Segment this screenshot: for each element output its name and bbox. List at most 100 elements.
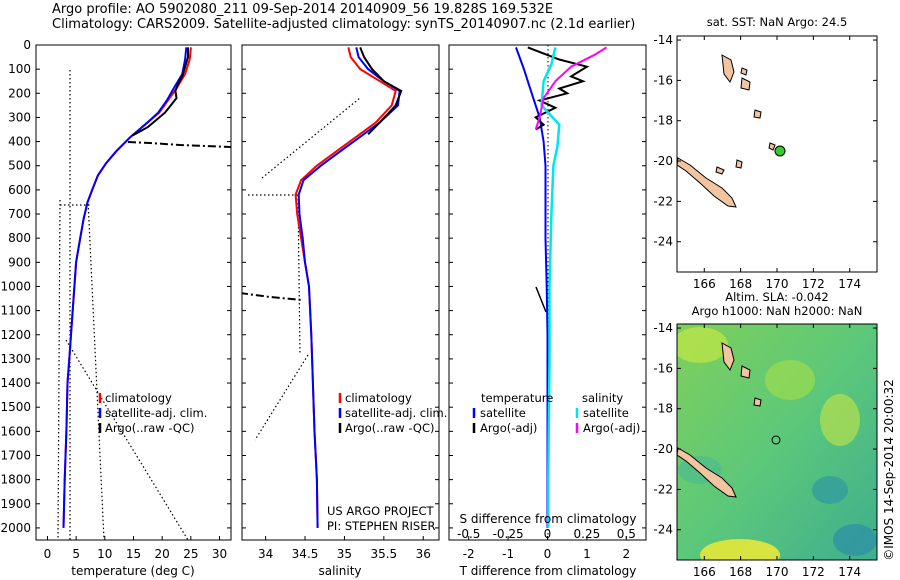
temperature-ref-dotted-2 bbox=[57, 199, 61, 540]
series-line-climatology bbox=[62, 47, 192, 528]
depth-tick-label: 1300 bbox=[0, 352, 31, 366]
header-line-2: Climatology: CARS2009. Satellite-adjuste… bbox=[52, 17, 636, 32]
map-x-tick-label: 174 bbox=[838, 277, 861, 291]
salinity-ref-dotted-1 bbox=[261, 97, 361, 179]
depth-tick-label: 300 bbox=[8, 110, 31, 124]
x-tick-label: -1 bbox=[502, 547, 514, 561]
x-tick-label: 20 bbox=[155, 547, 170, 561]
map-y-tick-label: -22 bbox=[653, 194, 673, 208]
depth-tick-label: 700 bbox=[8, 207, 31, 221]
series-line-salinity-satellite bbox=[540, 47, 561, 528]
difference-top-label: S difference from climatology bbox=[460, 512, 637, 526]
depth-tick-label: 100 bbox=[8, 62, 31, 76]
loyalty-island-2 bbox=[715, 166, 725, 175]
salinity-dashdot-line bbox=[242, 292, 303, 301]
sla-new-caledonia-island bbox=[677, 447, 737, 498]
malakula-island bbox=[740, 77, 751, 91]
salinity-x-label: salinity bbox=[318, 564, 361, 578]
loyalty-island-1 bbox=[735, 159, 743, 169]
espiritu-santo-island bbox=[721, 54, 735, 84]
sla-map-title-2: Argo h1000: NaN h2000: NaN bbox=[692, 304, 863, 318]
pi-annotation: PI: STEPHEN RISER bbox=[327, 519, 436, 533]
sla-blob-3 bbox=[700, 539, 780, 560]
x-tick-label: 35.5 bbox=[370, 547, 397, 561]
legend-label: Argo(-adj) bbox=[480, 421, 537, 435]
series-line-satellite-adj-clim- bbox=[62, 47, 188, 528]
salinity-panel-frame bbox=[241, 44, 440, 541]
salinity-plot bbox=[242, 47, 403, 528]
map-y-tick-label: -14 bbox=[653, 33, 673, 47]
map-x-tick-label: 166 bbox=[693, 565, 716, 579]
series-line-climatology bbox=[294, 47, 397, 528]
argo-position-marker bbox=[774, 145, 786, 157]
series-line-argo-raw-qc- bbox=[131, 47, 189, 137]
depth-tick-label: 1400 bbox=[0, 376, 31, 390]
depth-tick-label: 600 bbox=[8, 183, 31, 197]
x-tick-label: 2 bbox=[622, 547, 630, 561]
map-y-tick-label: -20 bbox=[653, 154, 673, 168]
map-y-tick-label: -24 bbox=[653, 235, 673, 249]
top-tick-label: -0.5 bbox=[457, 527, 480, 541]
sla-heatmap bbox=[677, 324, 877, 560]
sla-blob-5 bbox=[833, 524, 877, 556]
x-tick-label: 34.5 bbox=[292, 547, 319, 561]
legend-label: Argo(..raw -QC) bbox=[345, 421, 435, 435]
ambae-island bbox=[740, 67, 748, 76]
sla-blob-1 bbox=[677, 327, 728, 363]
sla-blob-4 bbox=[812, 476, 848, 504]
depth-tick-label: 800 bbox=[8, 231, 31, 245]
legend-label: Argo(-adj) bbox=[583, 421, 640, 435]
map-x-tick-label: 170 bbox=[766, 565, 789, 579]
difference-deep-segment bbox=[535, 286, 547, 313]
x-tick-label: -2 bbox=[463, 547, 475, 561]
depth-tick-label: 1200 bbox=[0, 328, 31, 342]
depth-tick-label: 1000 bbox=[0, 279, 31, 293]
map-x-tick-label: 170 bbox=[766, 277, 789, 291]
top-tick-label: 0.25 bbox=[574, 527, 601, 541]
depth-tick-label: 500 bbox=[8, 159, 31, 173]
map-y-tick-label: -14 bbox=[653, 321, 673, 335]
x-tick-label: 15 bbox=[126, 547, 141, 561]
sst-map-axes: 166 168 170 172 174 -14 -16 -18 -20 -22 -24 bbox=[653, 33, 877, 291]
imos-timestamp: ©IMOS 14-Sep-2014 20:00:32 bbox=[882, 379, 896, 561]
map-y-tick-label: -24 bbox=[653, 523, 673, 537]
depth-tick-label: 1600 bbox=[0, 424, 31, 438]
x-tick-label: 5 bbox=[72, 547, 80, 561]
sla-map-title-1: Altim. SLA: -0.042 bbox=[725, 290, 829, 304]
depth-axis: 0 100 200 300 400 500 600 700 800 900 1000 1100 1200… bbox=[0, 38, 646, 535]
depth-tick-label: 200 bbox=[8, 86, 31, 100]
depth-tick-label: 1500 bbox=[0, 400, 31, 414]
salinity-x-axis: 34 34.5 35 35.5 36 bbox=[258, 536, 431, 561]
difference-x-axis: -2 -1 0 1 2 -0.5 -0.25 0 0.25 0.5 bbox=[457, 527, 636, 561]
legend-label: climatology bbox=[345, 391, 412, 405]
difference-legend: temperature salinitysatelliteArgo(-adj)sa… bbox=[472, 391, 640, 435]
new-caledonia-island bbox=[677, 157, 737, 208]
x-tick-label: 25 bbox=[183, 547, 198, 561]
tanna-island bbox=[768, 142, 776, 151]
map-x-tick-label: 168 bbox=[729, 565, 752, 579]
x-tick-label: 0 bbox=[544, 547, 552, 561]
x-tick-label: 36 bbox=[416, 547, 431, 561]
efate-island bbox=[753, 109, 762, 119]
depth-tick-label: 0 bbox=[23, 38, 31, 52]
project-annotation: US ARGO PROJECT bbox=[327, 504, 435, 518]
x-tick-label: 34 bbox=[258, 547, 273, 561]
map-y-tick-label: -18 bbox=[653, 402, 673, 416]
sst-map-coastlines bbox=[677, 54, 786, 208]
map-x-tick-label: 168 bbox=[729, 277, 752, 291]
map-y-tick-label: -16 bbox=[653, 361, 673, 375]
difference-plot bbox=[515, 45, 608, 540]
map-y-tick-label: -16 bbox=[653, 73, 673, 87]
sla-malakula-island bbox=[740, 365, 751, 379]
temperature-dashdot-line bbox=[127, 141, 231, 148]
map-x-tick-label: 172 bbox=[802, 565, 825, 579]
x-tick-label: 10 bbox=[97, 547, 112, 561]
map-x-tick-label: 172 bbox=[802, 277, 825, 291]
salinity-ref-dotted-4 bbox=[254, 354, 309, 441]
depth-tick-label: 400 bbox=[8, 135, 31, 149]
series-line-temperature-argo-adj- bbox=[527, 46, 590, 131]
depth-tick-label: 2000 bbox=[0, 521, 31, 535]
